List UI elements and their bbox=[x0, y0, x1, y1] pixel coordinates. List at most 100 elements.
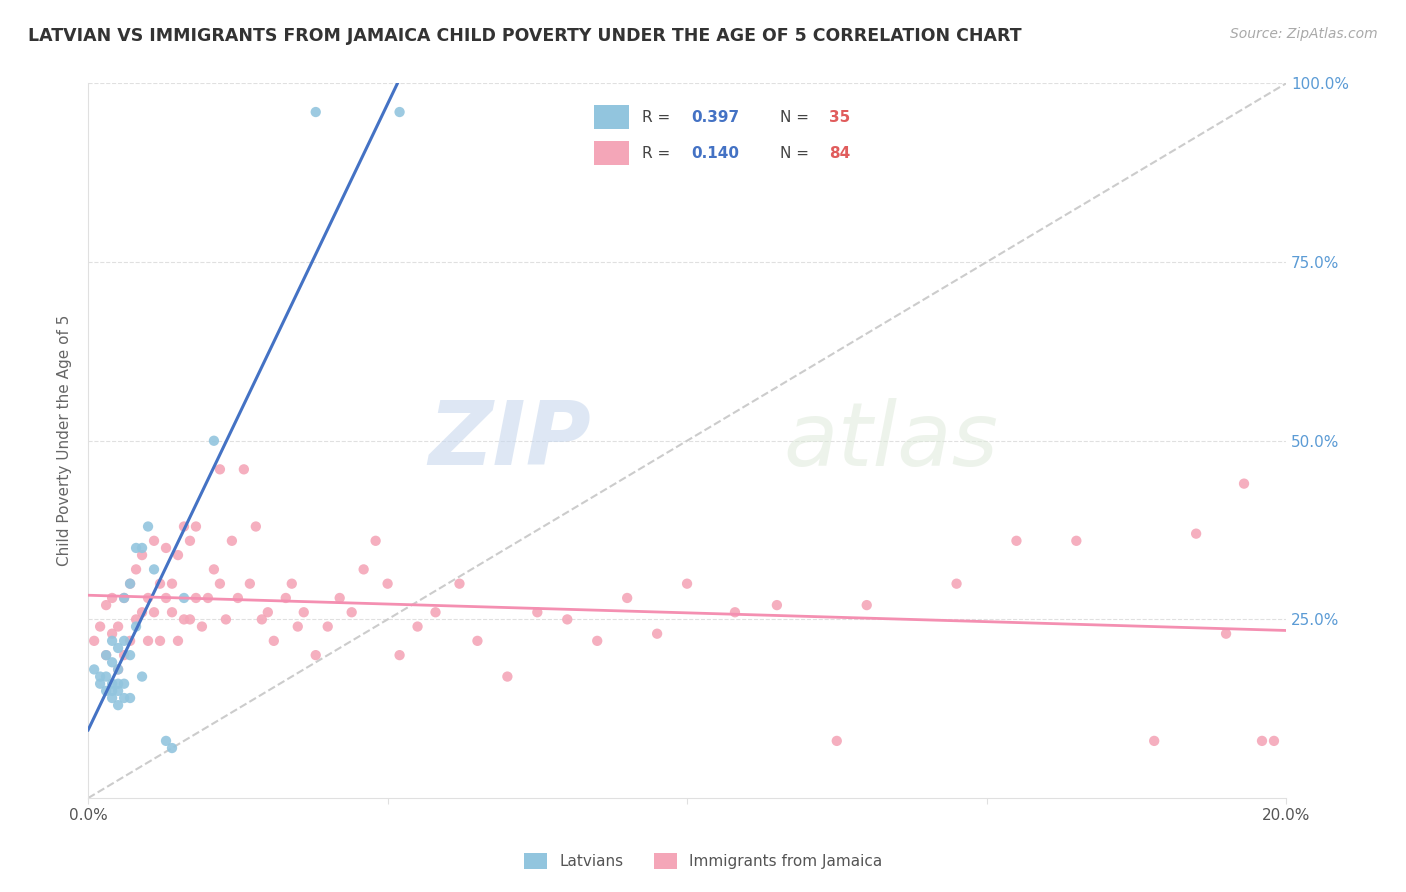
Point bbox=[364, 533, 387, 548]
Point bbox=[274, 591, 297, 605]
Point bbox=[191, 619, 214, 633]
Point bbox=[496, 669, 519, 683]
Point bbox=[340, 605, 363, 619]
Point bbox=[179, 612, 201, 626]
Point bbox=[1215, 626, 1237, 640]
Point bbox=[208, 462, 231, 476]
Point bbox=[120, 576, 142, 591]
Point bbox=[1251, 734, 1274, 748]
Point bbox=[155, 591, 177, 605]
Point bbox=[292, 605, 315, 619]
Point bbox=[1066, 533, 1088, 548]
Point bbox=[112, 591, 135, 605]
Point bbox=[107, 684, 129, 698]
Point bbox=[107, 619, 129, 633]
Y-axis label: Child Poverty Under the Age of 5: Child Poverty Under the Age of 5 bbox=[58, 315, 72, 566]
Point bbox=[167, 633, 190, 648]
Point bbox=[1143, 734, 1166, 748]
Point bbox=[107, 677, 129, 691]
Point bbox=[94, 669, 117, 683]
Point bbox=[101, 684, 124, 698]
Point bbox=[1185, 526, 1208, 541]
Point bbox=[131, 605, 153, 619]
Point bbox=[406, 619, 429, 633]
Point bbox=[197, 591, 219, 605]
Point bbox=[586, 633, 609, 648]
Point bbox=[377, 576, 399, 591]
Point bbox=[245, 519, 267, 533]
Point bbox=[112, 633, 135, 648]
Point bbox=[101, 677, 124, 691]
Point bbox=[215, 612, 238, 626]
Point bbox=[94, 684, 117, 698]
Point bbox=[425, 605, 447, 619]
Point bbox=[120, 648, 142, 662]
Point bbox=[120, 633, 142, 648]
Legend: Latvians, Immigrants from Jamaica: Latvians, Immigrants from Jamaica bbox=[517, 847, 889, 875]
Point bbox=[125, 541, 148, 555]
Point bbox=[305, 648, 328, 662]
Point bbox=[855, 598, 877, 612]
Point bbox=[94, 648, 117, 662]
Point bbox=[179, 533, 201, 548]
Text: LATVIAN VS IMMIGRANTS FROM JAMAICA CHILD POVERTY UNDER THE AGE OF 5 CORRELATION : LATVIAN VS IMMIGRANTS FROM JAMAICA CHILD… bbox=[28, 27, 1022, 45]
Point bbox=[160, 741, 183, 756]
Point bbox=[184, 591, 207, 605]
Point bbox=[329, 591, 352, 605]
Point bbox=[131, 541, 153, 555]
Point bbox=[101, 691, 124, 706]
Point bbox=[101, 633, 124, 648]
Point bbox=[239, 576, 262, 591]
Point bbox=[94, 648, 117, 662]
Point bbox=[467, 633, 489, 648]
Point bbox=[136, 591, 159, 605]
Point bbox=[160, 576, 183, 591]
Point bbox=[112, 591, 135, 605]
Point bbox=[1005, 533, 1028, 548]
Point bbox=[287, 619, 309, 633]
Text: ZIP: ZIP bbox=[429, 397, 592, 484]
Point bbox=[388, 648, 411, 662]
Point bbox=[388, 105, 411, 120]
Point bbox=[131, 548, 153, 562]
Point bbox=[89, 669, 111, 683]
Point bbox=[112, 691, 135, 706]
Point bbox=[173, 519, 195, 533]
Point bbox=[143, 605, 166, 619]
Point bbox=[120, 691, 142, 706]
Point bbox=[945, 576, 967, 591]
Point bbox=[1233, 476, 1256, 491]
Text: atlas: atlas bbox=[783, 398, 998, 483]
Point bbox=[221, 533, 243, 548]
Point bbox=[160, 605, 183, 619]
Point bbox=[83, 633, 105, 648]
Point bbox=[202, 562, 225, 576]
Point bbox=[149, 576, 172, 591]
Text: Source: ZipAtlas.com: Source: ZipAtlas.com bbox=[1230, 27, 1378, 41]
Point bbox=[226, 591, 249, 605]
Point bbox=[89, 619, 111, 633]
Point bbox=[316, 619, 339, 633]
Point bbox=[155, 734, 177, 748]
Point bbox=[101, 626, 124, 640]
Point bbox=[89, 677, 111, 691]
Point bbox=[101, 591, 124, 605]
Point bbox=[173, 612, 195, 626]
Point bbox=[149, 633, 172, 648]
Point bbox=[1263, 734, 1285, 748]
Point bbox=[449, 576, 471, 591]
Point bbox=[101, 655, 124, 669]
Point bbox=[232, 462, 254, 476]
Point bbox=[353, 562, 375, 576]
Point bbox=[250, 612, 273, 626]
Point bbox=[305, 105, 328, 120]
Point bbox=[202, 434, 225, 448]
Point bbox=[825, 734, 848, 748]
Point bbox=[136, 633, 159, 648]
Point bbox=[131, 669, 153, 683]
Point bbox=[676, 576, 699, 591]
Point bbox=[94, 598, 117, 612]
Point bbox=[263, 633, 285, 648]
Point bbox=[724, 605, 747, 619]
Point bbox=[645, 626, 668, 640]
